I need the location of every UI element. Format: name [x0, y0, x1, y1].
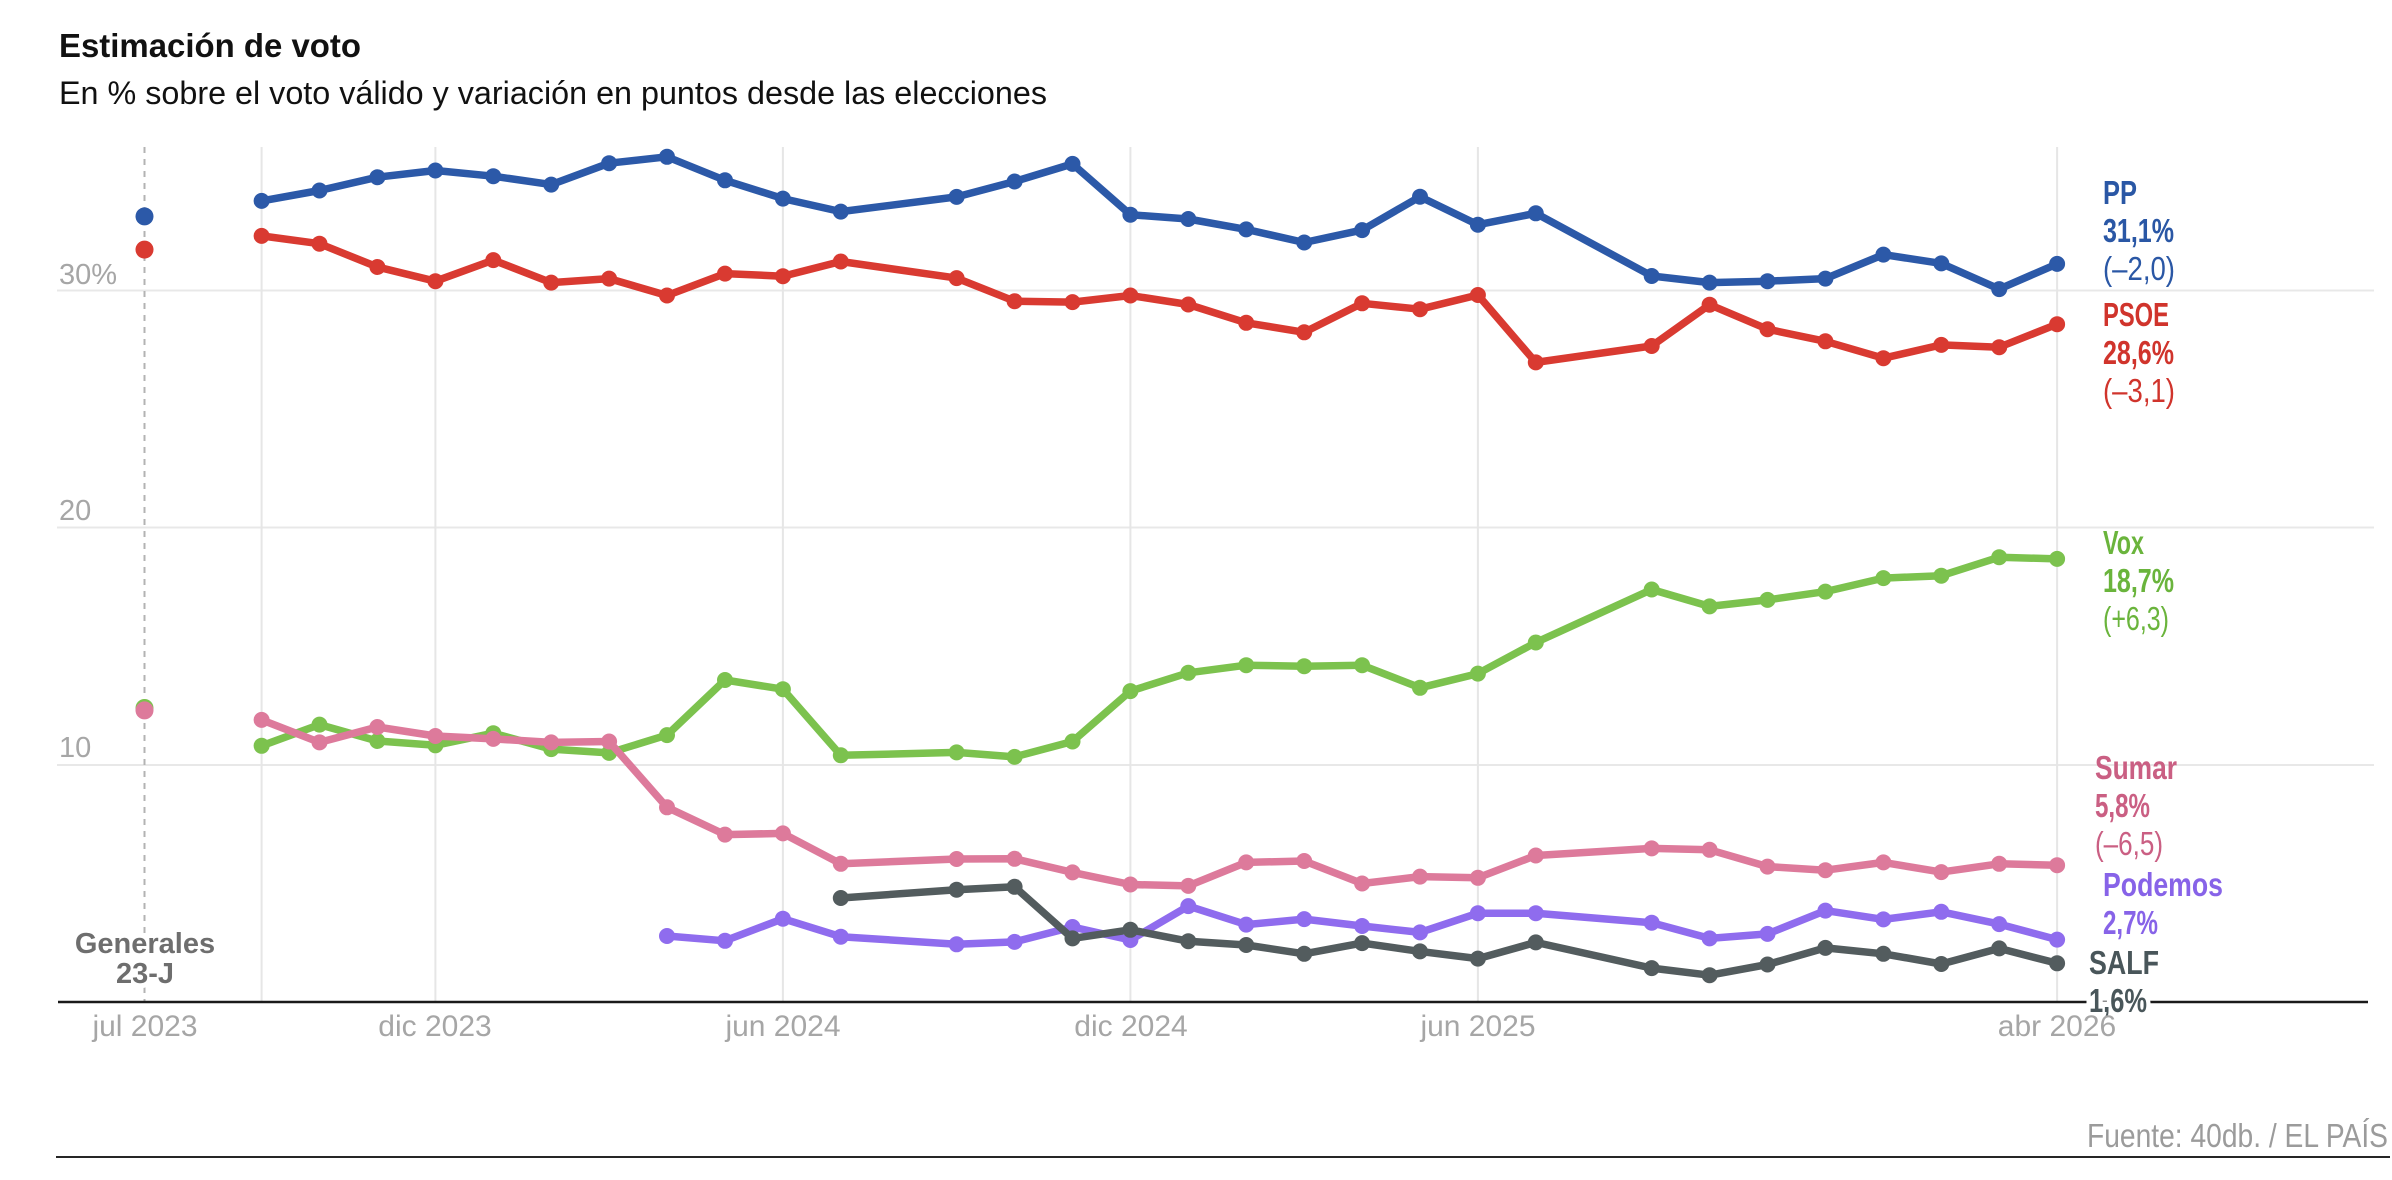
svg-text:1,6%: 1,6%	[2089, 982, 2147, 1019]
svg-text:23-J: 23-J	[116, 958, 174, 990]
svg-text:(+6,3): (+6,3)	[2103, 600, 2169, 637]
svg-text:Fuente: 40db. / EL PAÍS: Fuente: 40db. / EL PAÍS	[2087, 1117, 2388, 1154]
svg-text:5,8%: 5,8%	[2095, 787, 2150, 824]
svg-text:SALF: SALF	[2089, 944, 2159, 981]
svg-text:Estimación de voto: Estimación de voto	[59, 27, 361, 64]
svg-text:Sumar: Sumar	[2095, 749, 2177, 786]
svg-text:10: 10	[59, 732, 91, 764]
svg-text:PSOE: PSOE	[2103, 296, 2169, 333]
svg-text:abr 2026: abr 2026	[1998, 1010, 2116, 1043]
svg-text:Vox: Vox	[2103, 524, 2144, 561]
svg-text:jul 2023: jul 2023	[91, 1010, 197, 1043]
svg-text:jun 2024: jun 2024	[724, 1010, 840, 1043]
svg-text:31,1%: 31,1%	[2103, 212, 2174, 249]
svg-text:dic 2024: dic 2024	[1074, 1010, 1187, 1043]
svg-text:18,7%: 18,7%	[2103, 562, 2174, 599]
svg-text:En % sobre el voto válido y va: En % sobre el voto válido y variación en…	[59, 75, 1047, 111]
svg-text:30%: 30%	[59, 259, 117, 291]
svg-text:20: 20	[59, 495, 91, 527]
svg-text:(–3,1): (–3,1)	[2103, 372, 2175, 409]
svg-text:Podemos: Podemos	[2103, 866, 2223, 903]
svg-text:2,7%: 2,7%	[2103, 904, 2158, 941]
svg-text:(–6,5): (–6,5)	[2095, 825, 2163, 862]
svg-text:28,6%: 28,6%	[2103, 334, 2174, 371]
svg-text:jun 2025: jun 2025	[1419, 1010, 1535, 1043]
svg-text:PP: PP	[2103, 174, 2137, 211]
svg-text:Generales: Generales	[75, 928, 215, 960]
svg-text:dic 2023: dic 2023	[378, 1010, 491, 1043]
svg-text:(–2,0): (–2,0)	[2103, 250, 2175, 287]
